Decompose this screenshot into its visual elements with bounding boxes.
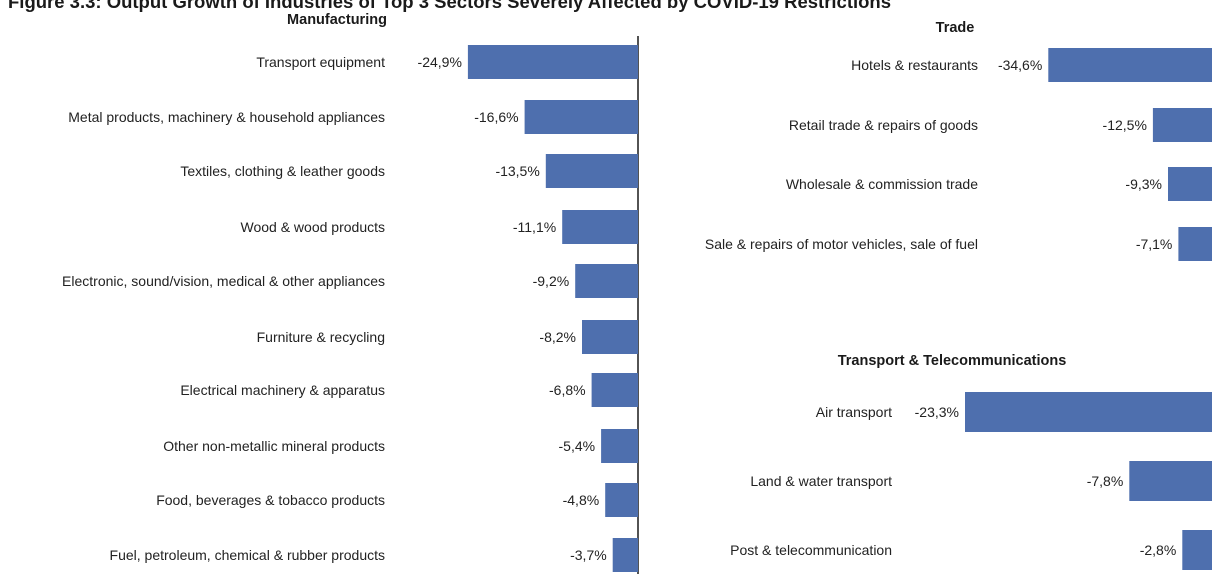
bar (467, 45, 638, 79)
category-label: Electrical machinery & apparatus (180, 382, 385, 398)
chart-panel-1: Manufacturing -24,9% Transport equipment -1… (62, 12, 639, 574)
category-label: Other non-metallic mineral products (163, 438, 385, 454)
panel-title: Trade (936, 20, 975, 36)
data-label: -5,4% (559, 438, 596, 454)
bar (575, 264, 638, 298)
category-label: Wholesale & commission trade (786, 176, 978, 192)
chart-panel-3: Transport & Telecommunications -23,3% Air … (730, 353, 1212, 570)
category-label: Textiles, clothing & leather goods (180, 163, 385, 179)
data-label: -6,8% (549, 382, 586, 398)
bar (965, 392, 1212, 432)
category-label: Land & water transport (750, 473, 892, 489)
bar (582, 320, 638, 354)
bar (1182, 530, 1212, 570)
data-label: -11,1% (513, 219, 556, 235)
data-label: -9,3% (1125, 176, 1162, 192)
bar (562, 210, 638, 244)
bar (545, 154, 638, 188)
data-label: -24,9% (418, 54, 462, 70)
category-label: Electronic, sound/vision, medical & othe… (62, 273, 385, 289)
data-label: -8,2% (539, 329, 576, 345)
bar (605, 483, 638, 517)
panel-title: Transport & Telecommunications (838, 353, 1067, 369)
data-label: -7,1% (1136, 236, 1173, 252)
category-label: Wood & wood products (241, 219, 386, 235)
panel-title: Manufacturing (287, 12, 387, 28)
data-label: -34,6% (998, 57, 1042, 73)
figure-title: Figure 3.3: Output Growth of Industries … (8, 0, 892, 12)
category-label: Metal products, machinery & household ap… (68, 109, 385, 125)
category-label: Transport equipment (256, 54, 385, 70)
bar (1152, 108, 1212, 142)
category-label: Post & telecommunication (730, 542, 892, 558)
category-label: Retail trade & repairs of goods (789, 117, 978, 133)
bar (601, 429, 638, 463)
data-label: -4,8% (563, 492, 600, 508)
bar (612, 538, 638, 572)
category-label: Furniture & recycling (257, 329, 385, 345)
data-label: -2,8% (1140, 542, 1177, 558)
data-label: -12,5% (1103, 117, 1147, 133)
data-label: -16,6% (474, 109, 518, 125)
category-label: Sale & repairs of motor vehicles, sale o… (705, 236, 978, 252)
data-label: -7,8% (1087, 473, 1124, 489)
category-label: Fuel, petroleum, chemical & rubber produ… (110, 547, 385, 563)
category-label: Hotels & restaurants (851, 57, 978, 73)
category-label: Air transport (816, 404, 892, 420)
data-label: -9,2% (533, 273, 570, 289)
bar (1178, 227, 1212, 261)
data-label: -23,3% (915, 404, 959, 420)
chart-panel-2: Trade -34,6% Hotels & restaurants -12,5% Ret… (705, 20, 1212, 261)
bar (524, 100, 638, 134)
category-label: Food, beverages & tobacco products (156, 492, 385, 508)
data-label: -3,7% (570, 547, 607, 563)
data-label: -13,5% (495, 163, 539, 179)
bar (1168, 167, 1212, 201)
bar (1129, 461, 1212, 501)
bar (1048, 48, 1212, 82)
bar (591, 373, 638, 407)
